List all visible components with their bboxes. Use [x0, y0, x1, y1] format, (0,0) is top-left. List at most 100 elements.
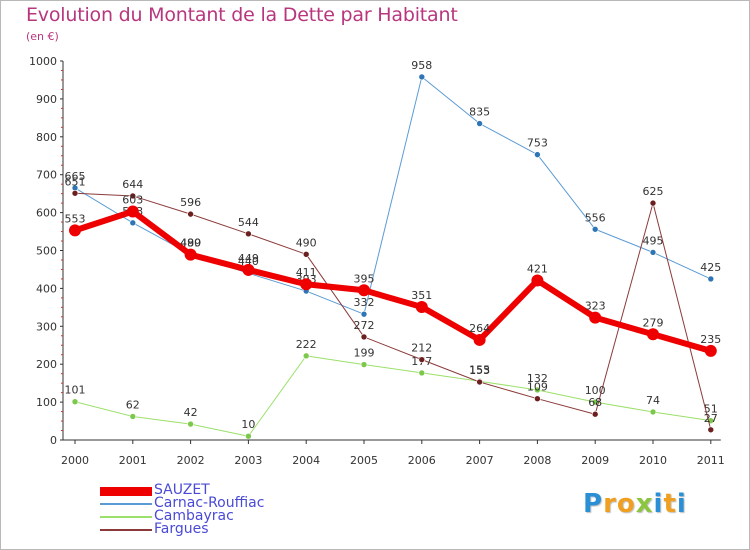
- data-label: 27: [704, 412, 718, 425]
- data-label: 753: [527, 137, 548, 150]
- x-tick-label: 2007: [466, 454, 494, 467]
- legend-swatch: [100, 529, 152, 531]
- data-point: [71, 398, 79, 406]
- data-point: [245, 230, 252, 238]
- data-point: [184, 248, 197, 261]
- legend-label: Fargues: [154, 521, 209, 537]
- data-point: [245, 432, 252, 440]
- data-point: [71, 189, 79, 197]
- data-label: 199: [354, 347, 375, 360]
- data-label: 395: [354, 272, 375, 285]
- data-point: [302, 352, 310, 360]
- data-point: [187, 210, 194, 218]
- x-tick-label: 2009: [581, 454, 609, 467]
- data-label: 272: [354, 319, 375, 332]
- x-tick-label: 2003: [234, 454, 262, 467]
- data-label: 495: [643, 234, 664, 247]
- data-label: 596: [180, 196, 201, 209]
- data-point: [647, 328, 659, 341]
- data-label: 279: [643, 316, 664, 329]
- data-label: 74: [646, 394, 660, 407]
- x-tick-label: 2001: [119, 454, 147, 467]
- chart-title: Evolution du Montant de la Dette par Hab…: [26, 4, 458, 26]
- y-tick-label: 200: [36, 358, 57, 371]
- data-label: 553: [65, 212, 86, 225]
- data-point: [707, 426, 715, 434]
- data-label: 153: [469, 364, 490, 377]
- logo-letter: i: [676, 489, 687, 519]
- data-label: 421: [527, 262, 548, 275]
- data-point: [360, 310, 368, 318]
- data-label: 132: [527, 372, 548, 385]
- data-label: 489: [180, 237, 201, 250]
- data-point: [242, 263, 255, 276]
- y-tick-label: 0: [50, 434, 57, 447]
- series-line: [74, 192, 712, 431]
- legend-swatch: [100, 516, 152, 518]
- legend-label: Carnac-Rouffiac: [154, 495, 265, 511]
- data-point: [473, 333, 486, 346]
- proxiti-logo: Proxiti: [583, 489, 687, 519]
- legend-label: SAUZET: [154, 482, 210, 498]
- data-label: 449: [238, 252, 259, 265]
- data-label: 644: [122, 178, 143, 191]
- data-label: 556: [585, 211, 606, 224]
- data-point: [418, 369, 426, 377]
- data-point: [69, 224, 81, 237]
- data-label: 235: [700, 333, 721, 346]
- data-label: 440: [238, 255, 259, 268]
- data-point: [418, 356, 426, 363]
- logo-letter: x: [635, 489, 654, 519]
- x-tick-label: 2011: [697, 454, 725, 467]
- legend-swatch: [100, 486, 152, 496]
- y-tick-label: 700: [36, 169, 57, 182]
- data-point: [360, 361, 368, 368]
- data-label: 665: [65, 170, 86, 183]
- data-point: [302, 250, 310, 258]
- logo-letter: o: [616, 489, 636, 519]
- data-label: 62: [126, 399, 140, 412]
- x-tick-label: 2005: [350, 454, 378, 467]
- data-label: 490: [180, 236, 201, 249]
- data-label: 51: [704, 403, 718, 416]
- data-label: 68: [588, 396, 602, 409]
- unit-label: (en €): [26, 30, 59, 43]
- x-tick-label: 2008: [523, 454, 551, 467]
- x-tick-label: 2002: [177, 454, 205, 467]
- logo-letter: r: [603, 489, 617, 519]
- data-label: 835: [469, 106, 490, 119]
- y-tick-label: 600: [36, 207, 57, 220]
- logo-letter: P: [583, 489, 604, 519]
- x-tick-label: 2010: [639, 454, 667, 467]
- data-label: 155: [469, 363, 490, 376]
- data-point: [591, 225, 599, 233]
- data-point: [187, 420, 194, 428]
- data-point: [534, 395, 541, 402]
- data-label: 222: [296, 338, 317, 351]
- data-point: [476, 120, 483, 127]
- y-tick-label: 500: [36, 245, 57, 258]
- data-label: 425: [700, 261, 721, 274]
- series-line: [72, 208, 714, 354]
- data-point: [360, 333, 368, 341]
- data-label: 351: [411, 289, 432, 302]
- data-point: [129, 413, 137, 420]
- data-point: [649, 199, 657, 207]
- y-tick-label: 800: [36, 131, 57, 144]
- y-tick-label: 100: [36, 396, 57, 409]
- data-point: [649, 408, 657, 416]
- data-label: 10: [241, 418, 255, 431]
- data-label: 651: [65, 175, 86, 188]
- data-label: 625: [643, 185, 664, 198]
- y-tick-label: 900: [36, 93, 57, 106]
- data-point: [300, 278, 313, 291]
- data-point: [358, 284, 370, 297]
- data-point: [129, 192, 137, 200]
- data-label: 42: [184, 406, 198, 419]
- legend-swatch: [100, 503, 152, 505]
- legend-label: Cambayrac: [154, 508, 234, 524]
- y-tick-label: 300: [36, 320, 57, 333]
- data-label: 490: [296, 236, 317, 249]
- data-point: [129, 219, 137, 227]
- x-tick-label: 2000: [61, 454, 89, 467]
